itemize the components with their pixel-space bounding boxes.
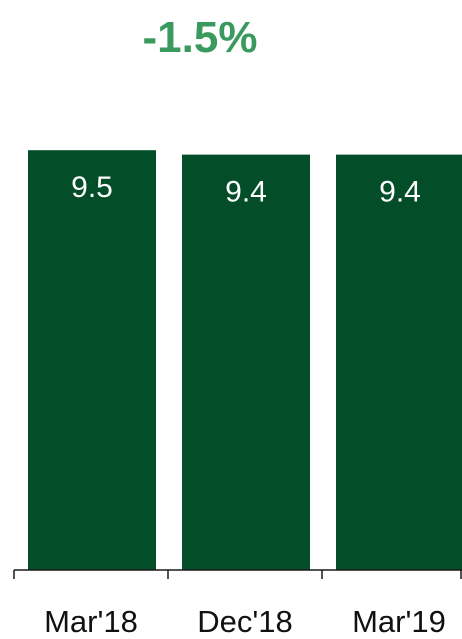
data-label-2: 9.4 — [379, 176, 421, 209]
data-label-0: 9.5 — [71, 171, 113, 204]
data-label-1: 9.4 — [225, 176, 267, 209]
bar-0 — [28, 150, 156, 571]
chart-title: -1.5% — [143, 13, 258, 62]
bar-1 — [182, 154, 310, 570]
x-tick-label-1: Dec'18 — [197, 604, 293, 639]
x-axis: Mar'18 Dec'18 Mar'19 — [13, 569, 462, 639]
x-tick-label-0: Mar'18 — [44, 604, 138, 639]
bar-2 — [336, 154, 462, 570]
x-tick-label-2: Mar'19 — [352, 604, 446, 639]
bars-group: 9.5 9.4 9.4 — [28, 150, 462, 571]
